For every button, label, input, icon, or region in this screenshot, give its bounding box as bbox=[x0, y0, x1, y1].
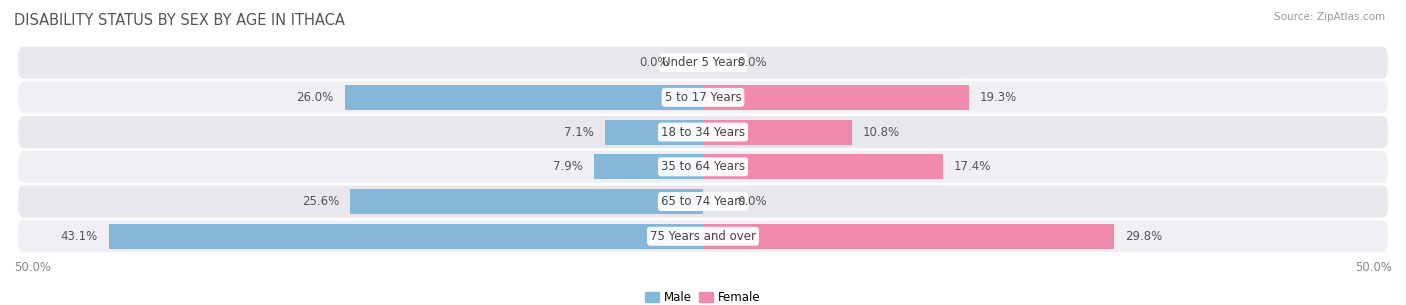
Text: 35 to 64 Years: 35 to 64 Years bbox=[661, 160, 745, 173]
FancyBboxPatch shape bbox=[18, 47, 1388, 79]
Text: 17.4%: 17.4% bbox=[953, 160, 991, 173]
Text: 29.8%: 29.8% bbox=[1125, 230, 1161, 243]
Bar bbox=[344, 85, 703, 110]
Text: 26.0%: 26.0% bbox=[297, 91, 333, 104]
Text: 0.0%: 0.0% bbox=[738, 195, 768, 208]
Text: 7.1%: 7.1% bbox=[564, 126, 595, 138]
Bar bbox=[350, 189, 703, 214]
Text: 43.1%: 43.1% bbox=[60, 230, 98, 243]
Text: 18 to 34 Years: 18 to 34 Years bbox=[661, 126, 745, 138]
Legend: Male, Female: Male, Female bbox=[643, 288, 763, 305]
Text: Under 5 Years: Under 5 Years bbox=[662, 56, 744, 69]
FancyBboxPatch shape bbox=[18, 220, 1388, 252]
Bar bbox=[703, 85, 969, 110]
FancyBboxPatch shape bbox=[18, 116, 1388, 148]
Text: 50.0%: 50.0% bbox=[14, 261, 51, 274]
Text: Source: ZipAtlas.com: Source: ZipAtlas.com bbox=[1274, 12, 1385, 22]
Text: DISABILITY STATUS BY SEX BY AGE IN ITHACA: DISABILITY STATUS BY SEX BY AGE IN ITHAC… bbox=[14, 13, 344, 28]
Text: 7.9%: 7.9% bbox=[553, 160, 583, 173]
Bar bbox=[595, 154, 703, 179]
FancyBboxPatch shape bbox=[18, 185, 1388, 217]
Text: 25.6%: 25.6% bbox=[302, 195, 339, 208]
Text: 0.0%: 0.0% bbox=[738, 56, 768, 69]
Text: 0.0%: 0.0% bbox=[638, 56, 669, 69]
Bar bbox=[703, 154, 943, 179]
Bar bbox=[703, 120, 852, 145]
Bar bbox=[605, 120, 703, 145]
FancyBboxPatch shape bbox=[18, 151, 1388, 183]
Text: 75 Years and over: 75 Years and over bbox=[650, 230, 756, 243]
Text: 10.8%: 10.8% bbox=[863, 126, 900, 138]
FancyBboxPatch shape bbox=[18, 81, 1388, 113]
Bar bbox=[703, 224, 1114, 249]
Bar bbox=[110, 224, 703, 249]
Text: 65 to 74 Years: 65 to 74 Years bbox=[661, 195, 745, 208]
Text: 5 to 17 Years: 5 to 17 Years bbox=[665, 91, 741, 104]
Text: 19.3%: 19.3% bbox=[980, 91, 1017, 104]
Text: 50.0%: 50.0% bbox=[1355, 261, 1392, 274]
